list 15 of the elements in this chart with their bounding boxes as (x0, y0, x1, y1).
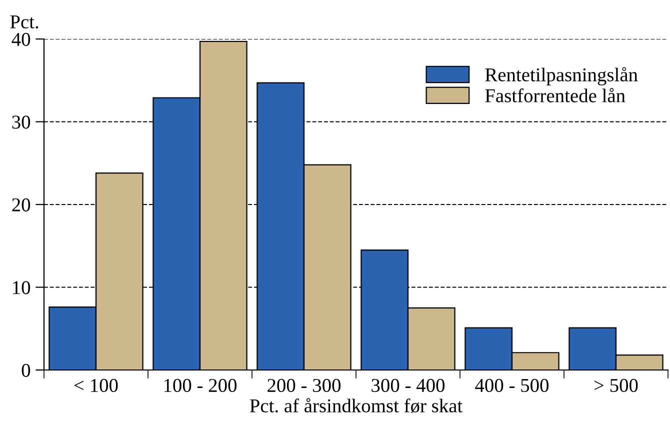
x-tick-label: 100 - 200 (164, 378, 237, 392)
x-tick-label: 400 - 500 (475, 378, 549, 392)
y-tick-label: 20 (12, 198, 30, 212)
x-tick-label: < 100 (74, 378, 118, 392)
y-tick-label: 30 (12, 116, 30, 129)
x-tick-label: 300 - 400 (372, 378, 445, 392)
y-tick-label: 10 (13, 281, 30, 294)
y-tick-label: 0 (22, 364, 30, 377)
x-tick-label: 200 - 300 (268, 378, 341, 392)
legend-label: Rentetilpasningslån (485, 67, 638, 86)
x-axis-title: Pct. af årsindkomst før skat (250, 398, 463, 414)
x-tick-label: > 500 (594, 378, 638, 392)
legend-label: Fastforrentede lån (485, 88, 626, 102)
y-axis-title: Pct. (10, 16, 38, 29)
y-tick-label: 40 (12, 32, 30, 46)
